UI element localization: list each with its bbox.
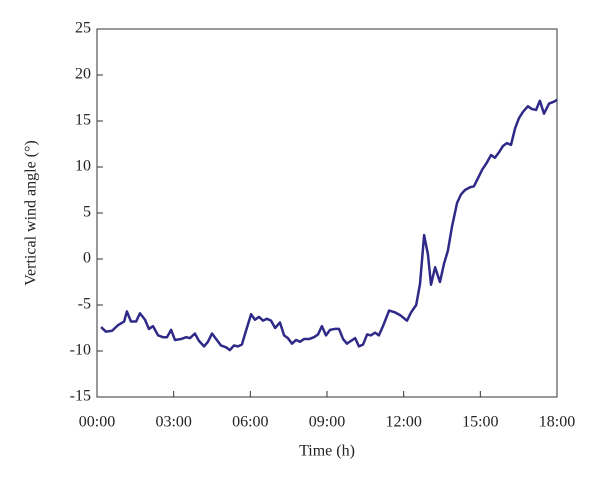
x-tick-label: 00:00 (79, 414, 115, 431)
plot-frame (96, 28, 558, 398)
x-tick-label: 06:00 (232, 414, 268, 431)
y-tick-label: 10 (75, 158, 91, 175)
x-tick-label: 09:00 (309, 414, 345, 431)
y-axis-label: Vertical wind angle (°) (23, 140, 40, 285)
y-tick-label: -15 (70, 388, 91, 405)
y-tick-label: 5 (83, 204, 91, 221)
y-tick-label: -5 (78, 296, 91, 313)
x-tick-label: 12:00 (385, 414, 421, 431)
data-line (100, 98, 558, 352)
x-tick-label: 18:00 (539, 414, 575, 431)
x-axis-label: Time (h) (299, 443, 355, 460)
y-tick-label: 15 (75, 112, 91, 129)
x-tick-label: 15:00 (462, 414, 498, 431)
y-tick-label: 20 (75, 66, 91, 83)
x-tick-label: 03:00 (155, 414, 191, 431)
y-tick-label: 0 (83, 250, 91, 267)
y-tick-label: 25 (75, 20, 91, 37)
y-tick-label: -10 (70, 342, 91, 359)
